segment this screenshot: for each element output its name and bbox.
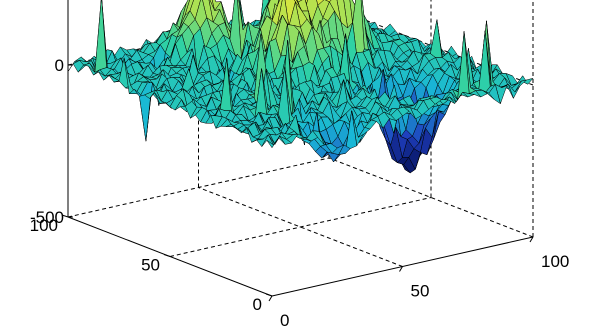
surface-mesh [67,0,534,174]
gridline [198,187,403,267]
z-tick-label: -500 [30,208,64,227]
x-tick [399,266,403,272]
y-tick-label: 0 [253,295,262,314]
gridline [169,197,432,257]
y-tick-label: 100 [30,216,58,235]
tick-labels: -5000500050100050100 [30,56,570,330]
y-tick [163,254,171,257]
x-tick-label: 100 [541,252,569,271]
y-tick [265,293,273,297]
surface-face [139,91,152,142]
y-tick-label: 50 [141,256,160,275]
surface-face [430,19,443,58]
x-tick-label: 50 [411,282,430,301]
gridline [328,157,534,238]
x-tick [268,295,273,302]
z-tick-label: 0 [55,56,64,75]
y-tick [61,214,69,218]
x-tick [529,236,534,243]
x-tick-label: 0 [280,311,289,330]
surface-face [266,137,279,149]
